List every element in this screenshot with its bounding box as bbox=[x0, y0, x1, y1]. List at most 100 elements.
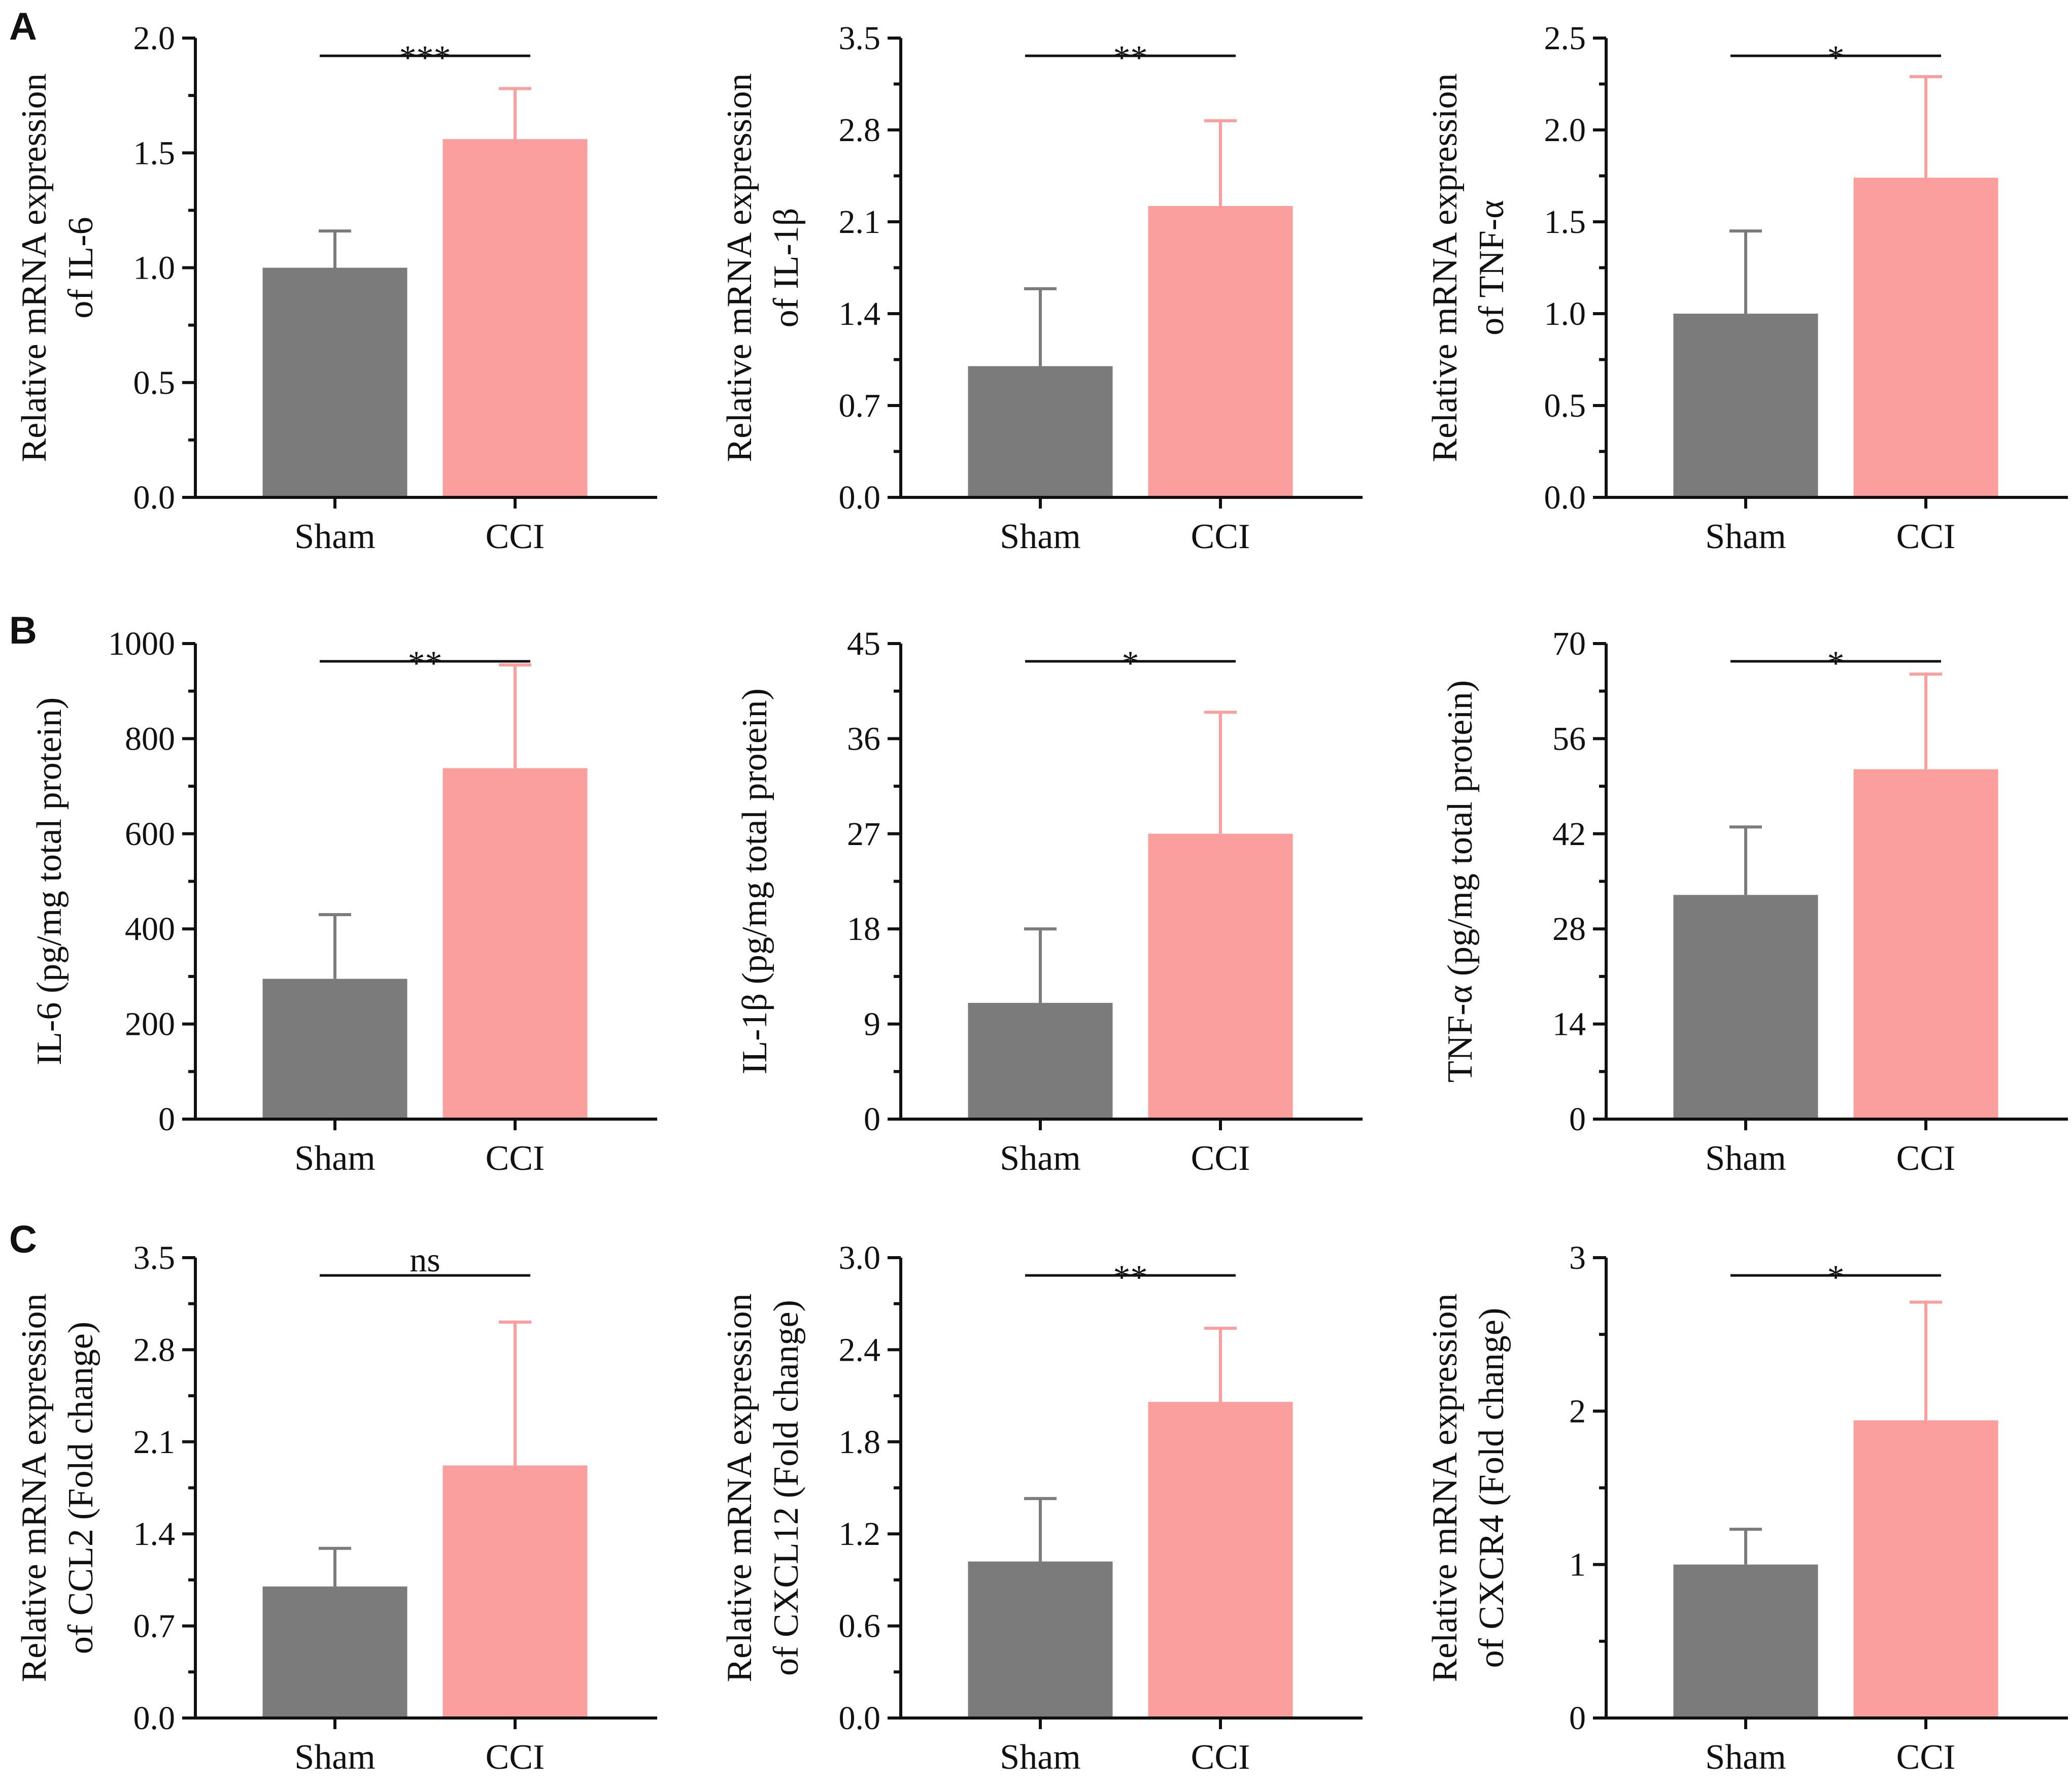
y-axis-label: of CXCL12 (Fold change) bbox=[767, 1300, 806, 1676]
bar-cci bbox=[1148, 833, 1293, 1119]
y-tick-label: 2 bbox=[1569, 1393, 1586, 1430]
significance-label: ns bbox=[410, 1240, 440, 1279]
y-tick-label: 800 bbox=[125, 720, 175, 757]
bar-sham bbox=[1673, 314, 1818, 497]
category-label-cci: CCI bbox=[1191, 517, 1250, 556]
bar-sham bbox=[262, 1586, 407, 1718]
chart-9: Sham CCI 0 1 2 3 Relative mRNA expression of CX… bbox=[1425, 1239, 2068, 1777]
y-tick-label: 3.5 bbox=[133, 1239, 176, 1276]
y-tick-label: 400 bbox=[125, 911, 175, 948]
charts-layer: Sham CCI 0.0 0.5 1.0 1.5 2.0 Relative mRNA expr… bbox=[15, 20, 2068, 1777]
y-tick-label: 2.0 bbox=[1544, 112, 1586, 149]
category-label-cci: CCI bbox=[1896, 517, 1956, 556]
significance-label: * bbox=[1122, 644, 1139, 682]
y-axis-label: of IL-1β bbox=[767, 208, 806, 328]
chart-2: Sham CCI 0.0 0.7 1.4 2.1 2.8 3.5 Relative mRNA e… bbox=[720, 20, 1363, 556]
bar-sham bbox=[968, 366, 1113, 497]
y-tick-label: 9 bbox=[864, 1006, 880, 1043]
bar-cci bbox=[443, 1465, 588, 1718]
significance-label: * bbox=[1827, 38, 1845, 77]
category-label-sham: Sham bbox=[294, 1139, 375, 1178]
bar-cci bbox=[1853, 1420, 1998, 1718]
y-axis-label: of IL-6 bbox=[61, 217, 100, 318]
y-tick-label: 0.5 bbox=[1544, 387, 1586, 424]
y-tick-label: 0.6 bbox=[839, 1608, 881, 1645]
y-tick-label: 2.0 bbox=[133, 20, 176, 57]
y-axis-label: IL-1β (pg/mg total protein) bbox=[735, 688, 774, 1074]
y-tick-label: 3.0 bbox=[839, 1239, 881, 1276]
y-tick-label: 200 bbox=[125, 1006, 175, 1043]
category-label-sham: Sham bbox=[1705, 1738, 1786, 1777]
category-label-cci: CCI bbox=[486, 517, 545, 556]
chart-8: Sham CCI 0.0 0.6 1.2 1.8 2.4 3.0 Relative mRNA e… bbox=[720, 1239, 1363, 1777]
bar-cci bbox=[443, 768, 588, 1119]
bar-cci bbox=[1853, 769, 1998, 1119]
y-tick-label: 2.1 bbox=[133, 1424, 176, 1461]
y-axis-label: of TNF-α bbox=[1472, 200, 1511, 335]
significance-label: ** bbox=[1113, 38, 1148, 77]
y-tick-label: 0.0 bbox=[839, 479, 881, 516]
y-tick-label: 42 bbox=[1552, 816, 1586, 853]
y-tick-label: 2.5 bbox=[1544, 20, 1586, 57]
panel-letter-c: C bbox=[9, 1218, 37, 1261]
bar-sham bbox=[1673, 1564, 1818, 1718]
category-label-cci: CCI bbox=[1896, 1738, 1956, 1777]
bar-sham bbox=[262, 979, 407, 1119]
significance-label: ** bbox=[408, 644, 443, 682]
y-tick-label: 0 bbox=[1569, 1101, 1586, 1138]
y-tick-label: 2.1 bbox=[839, 204, 881, 241]
category-label-sham: Sham bbox=[1000, 517, 1080, 556]
y-tick-label: 18 bbox=[847, 911, 880, 948]
bar-sham bbox=[262, 267, 407, 497]
y-tick-label: 28 bbox=[1552, 911, 1586, 948]
y-tick-label: 0.0 bbox=[839, 1700, 881, 1737]
bar-sham bbox=[1673, 895, 1818, 1119]
chart-3: Sham CCI 0.0 0.5 1.0 1.5 2.0 2.5 Relative mRNA e… bbox=[1425, 20, 2068, 556]
chart-4: Sham CCI 0 200 400 600 800 1000 IL-6 (pg/mg tota… bbox=[30, 625, 657, 1178]
category-label-sham: Sham bbox=[294, 1738, 375, 1777]
y-tick-label: 0 bbox=[158, 1101, 175, 1138]
chart-1: Sham CCI 0.0 0.5 1.0 1.5 2.0 Relative mRNA expr… bbox=[15, 20, 657, 556]
y-tick-label: 1 bbox=[1569, 1546, 1586, 1583]
y-axis-label: of CXCR4 (Fold change) bbox=[1472, 1308, 1511, 1668]
y-axis-label: Relative mRNA expression bbox=[1425, 1293, 1465, 1682]
y-axis-label: IL-6 (pg/mg total protein) bbox=[30, 697, 69, 1065]
y-tick-label: 1000 bbox=[108, 625, 175, 662]
category-label-sham: Sham bbox=[1705, 1139, 1786, 1178]
y-tick-label: 36 bbox=[847, 720, 880, 757]
y-axis-label: Relative mRNA expression bbox=[15, 1293, 54, 1682]
category-label-cci: CCI bbox=[486, 1139, 545, 1178]
y-tick-label: 3 bbox=[1569, 1239, 1586, 1276]
significance-label: * bbox=[1827, 644, 1845, 682]
y-axis-label: Relative mRNA expression bbox=[720, 1293, 759, 1682]
y-axis-label: Relative mRNA expression bbox=[1425, 73, 1465, 462]
y-axis-label: of CCL2 (Fold change) bbox=[61, 1322, 100, 1654]
y-tick-label: 1.4 bbox=[839, 295, 881, 332]
bar-cci bbox=[1853, 178, 1998, 497]
y-tick-label: 1.4 bbox=[133, 1515, 176, 1553]
bar-sham bbox=[968, 1002, 1113, 1119]
bar-cci bbox=[1148, 1402, 1293, 1718]
panel-letter-b: B bbox=[9, 609, 37, 652]
chart-6: Sham CCI 0 14 28 42 56 70 TNF-α (pg/mg total pro… bbox=[1441, 625, 2068, 1178]
y-tick-label: 1.0 bbox=[133, 250, 176, 287]
y-tick-label: 14 bbox=[1552, 1006, 1586, 1043]
bar-sham bbox=[968, 1561, 1113, 1718]
category-label-cci: CCI bbox=[1191, 1139, 1250, 1178]
y-tick-label: 3.5 bbox=[839, 20, 881, 57]
y-axis-label: Relative mRNA expression bbox=[720, 73, 759, 462]
y-axis-label: TNF-α (pg/mg total protein) bbox=[1441, 680, 1480, 1083]
y-tick-label: 0.0 bbox=[133, 479, 176, 516]
bar-cci bbox=[443, 139, 588, 498]
y-tick-label: 1.2 bbox=[839, 1515, 881, 1553]
significance-label: *** bbox=[399, 38, 451, 77]
y-tick-label: 1.0 bbox=[1544, 295, 1586, 332]
y-tick-label: 56 bbox=[1552, 720, 1586, 757]
y-tick-label: 0.0 bbox=[1544, 479, 1586, 516]
category-label-cci: CCI bbox=[1896, 1139, 1956, 1178]
category-label-cci: CCI bbox=[1191, 1738, 1250, 1777]
y-tick-label: 600 bbox=[125, 816, 175, 853]
significance-label: ** bbox=[1113, 1258, 1148, 1296]
bar-cci bbox=[1148, 206, 1293, 497]
